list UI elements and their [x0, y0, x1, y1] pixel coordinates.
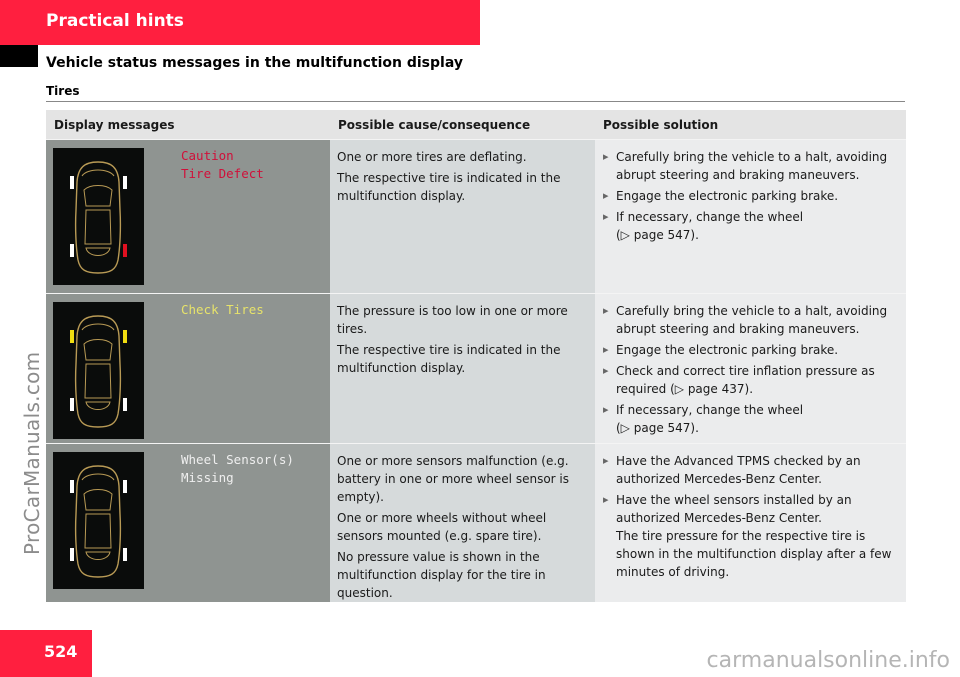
car-body-outline	[74, 465, 122, 578]
header-marker	[0, 45, 38, 67]
cause-cell: One or more sensors malfunction (e.g. ba…	[330, 444, 595, 602]
tire-rear-left	[70, 548, 74, 561]
solution-item: Carefully bring the vehicle to a halt, a…	[603, 302, 900, 338]
display-message: Caution Tire Defect	[181, 148, 264, 181]
tire-front-left	[70, 330, 74, 343]
cause-text: One or more tires are deflating.	[337, 150, 527, 164]
car-cabin-outline	[81, 169, 115, 256]
tire-front-left	[70, 176, 74, 189]
solution-item: If necessary, change the wheel (▷ page 54…	[603, 401, 900, 437]
display-message: Wheel Sensor(s) Missing	[181, 452, 294, 485]
solution-list: Have the Advanced TPMS checked by an aut…	[603, 452, 900, 581]
page-reference: (▷ page 547).	[616, 421, 699, 435]
solution-list: Carefully bring the vehicle to a halt, a…	[603, 302, 900, 437]
status-messages-table: Display messages Possible cause/conseque…	[46, 110, 906, 602]
cause-text: The pressure is too low in one or more t…	[337, 304, 568, 336]
solution-text: If necessary, change the wheel	[616, 210, 804, 224]
car-tire-display-icon	[53, 148, 144, 285]
chapter-tab	[0, 0, 480, 45]
solution-cell: Carefully bring the vehicle to a halt, a…	[595, 294, 906, 443]
display-cell: Check Tires	[46, 294, 330, 443]
display-cell: Caution Tire Defect	[46, 140, 330, 293]
cause-text: One or more sensors malfunction (e.g. ba…	[337, 454, 570, 504]
page-reference: (▷ page 547).	[616, 228, 699, 242]
chapter-title: Practical hints	[46, 11, 184, 31]
section-title: Tires	[46, 84, 80, 98]
tire-front-right	[123, 330, 127, 343]
tire-rear-right	[123, 398, 127, 411]
tire-rear-left	[70, 398, 74, 411]
bottom-watermark: carmanualsonline.info	[706, 648, 950, 673]
car-body-outline	[74, 315, 122, 428]
solution-item: Engage the electronic parking brake.	[603, 187, 900, 205]
solution-list: Carefully bring the vehicle to a halt, a…	[603, 148, 900, 244]
cause-text: The respective tire is indicated in the …	[337, 171, 561, 203]
column-header-display: Display messages	[54, 118, 175, 132]
cause-cell: The pressure is too low in one or more t…	[330, 294, 595, 443]
solution-cell: Carefully bring the vehicle to a halt, a…	[595, 140, 906, 293]
car-tire-display-icon	[53, 302, 144, 439]
display-cell: Wheel Sensor(s) Missing	[46, 444, 330, 602]
column-header-solution: Possible solution	[603, 118, 719, 132]
table-row: Wheel Sensor(s) Missing One or more sens…	[46, 443, 906, 602]
tire-rear-left	[70, 244, 74, 257]
cause-text: No pressure value is shown in the multif…	[337, 550, 546, 600]
column-header-cause: Possible cause/consequence	[338, 118, 531, 132]
solution-item: Have the wheel sensors installed by an a…	[603, 491, 900, 581]
car-cabin-outline	[81, 323, 115, 410]
solution-item: Check and correct tire inflation pressur…	[603, 362, 900, 398]
table-row: Check Tires The pressure is too low in o…	[46, 293, 906, 443]
tire-rear-right	[123, 244, 127, 257]
cause-cell: One or more tires are deflating. The res…	[330, 140, 595, 293]
page-number-box	[0, 630, 92, 677]
car-cabin-outline	[81, 473, 115, 560]
car-body-outline	[74, 161, 122, 274]
cause-text: One or more wheels without wheel sensors…	[337, 511, 547, 543]
tire-front-right	[123, 480, 127, 493]
section-divider	[46, 101, 905, 102]
tire-front-left	[70, 480, 74, 493]
solution-item: If necessary, change the wheel (▷ page 54…	[603, 208, 900, 244]
table-header: Display messages Possible cause/conseque…	[46, 110, 906, 139]
solution-cell: Have the Advanced TPMS checked by an aut…	[595, 444, 906, 602]
tire-front-right	[123, 176, 127, 189]
solution-item: Carefully bring the vehicle to a halt, a…	[603, 148, 900, 184]
page-subtitle: Vehicle status messages in the multifunc…	[46, 55, 463, 71]
solution-item: Have the Advanced TPMS checked by an aut…	[603, 452, 900, 488]
page-number: 524	[44, 642, 78, 661]
solution-item: Engage the electronic parking brake.	[603, 341, 900, 359]
side-watermark: ProCarManuals.com	[20, 351, 44, 555]
solution-text: If necessary, change the wheel	[616, 403, 804, 417]
table-row: Caution Tire Defect One or more tires ar…	[46, 139, 906, 293]
display-message: Check Tires	[181, 302, 264, 317]
car-tire-display-icon	[53, 452, 144, 589]
cause-text: The respective tire is indicated in the …	[337, 343, 561, 375]
tire-rear-right	[123, 548, 127, 561]
